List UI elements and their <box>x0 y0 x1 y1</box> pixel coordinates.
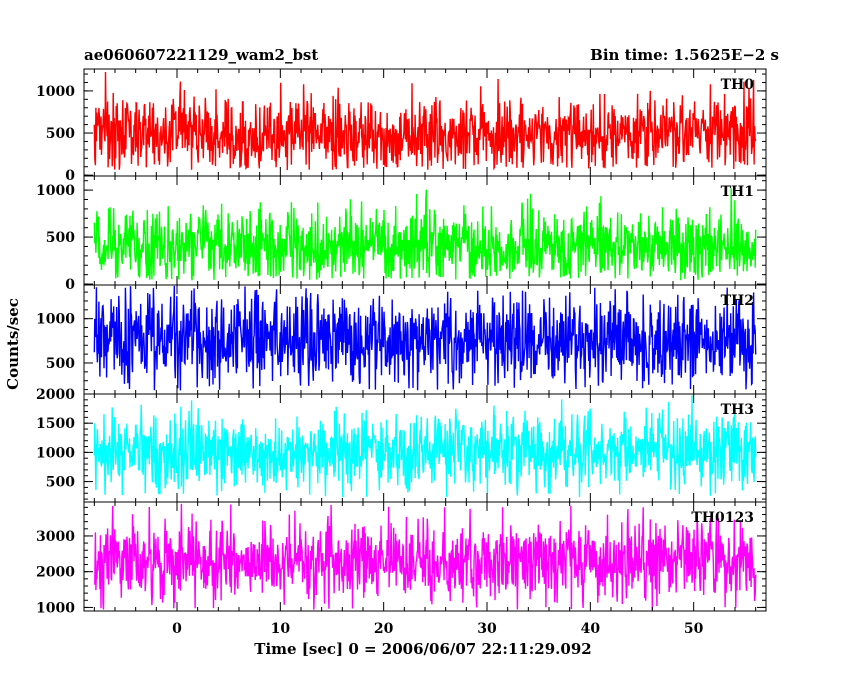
y-axis-label: Counts/sec <box>4 298 22 390</box>
panel-label-th0123: TH0123 <box>691 510 754 526</box>
chart-subtitle: Bin time: 1.5625E−2 s <box>590 46 779 64</box>
y-tick-label: 1000 <box>36 600 75 616</box>
series-line-th0123 <box>93 503 757 610</box>
y-tick-label: 0 <box>65 277 75 293</box>
chart-title: ae060607221129_wam2_bst <box>84 46 318 64</box>
panel-label-th3: TH3 <box>721 402 754 418</box>
panel-label-th0: TH0 <box>721 77 755 93</box>
y-tick-label: 500 <box>46 230 75 246</box>
y-tick-label: 500 <box>46 475 75 491</box>
series-line-th3 <box>93 395 757 498</box>
series-line-th0 <box>93 71 757 171</box>
y-tick-label: 500 <box>46 356 75 372</box>
x-tick-label: 0 <box>172 621 182 637</box>
y-tick-label: 500 <box>46 126 75 142</box>
y-tick-label: 1000 <box>36 312 75 328</box>
x-tick-label: 40 <box>581 621 601 637</box>
x-axis-label: Time [sec] 0 = 2006/06/07 22:11:29.092 <box>254 640 591 658</box>
x-tick-label: 10 <box>271 621 291 637</box>
y-tick-label: 1000 <box>36 445 75 461</box>
panel-label-th2: TH2 <box>721 293 754 309</box>
y-tick-label: 1000 <box>36 84 75 100</box>
series-line-th2 <box>93 285 757 391</box>
y-tick-label: 1000 <box>36 183 75 199</box>
series-line-th1 <box>93 188 757 281</box>
x-tick-label: 50 <box>684 621 704 637</box>
x-tick-label: 20 <box>374 621 394 637</box>
panel-label-th1: TH1 <box>721 184 754 200</box>
y-tick-label: 2000 <box>36 387 75 403</box>
y-tick-label: 1500 <box>36 416 75 432</box>
y-tick-label: 2000 <box>36 565 75 581</box>
x-tick-label: 30 <box>477 621 497 637</box>
y-tick-label: 3000 <box>36 529 75 545</box>
y-tick-label: 0 <box>65 168 75 184</box>
